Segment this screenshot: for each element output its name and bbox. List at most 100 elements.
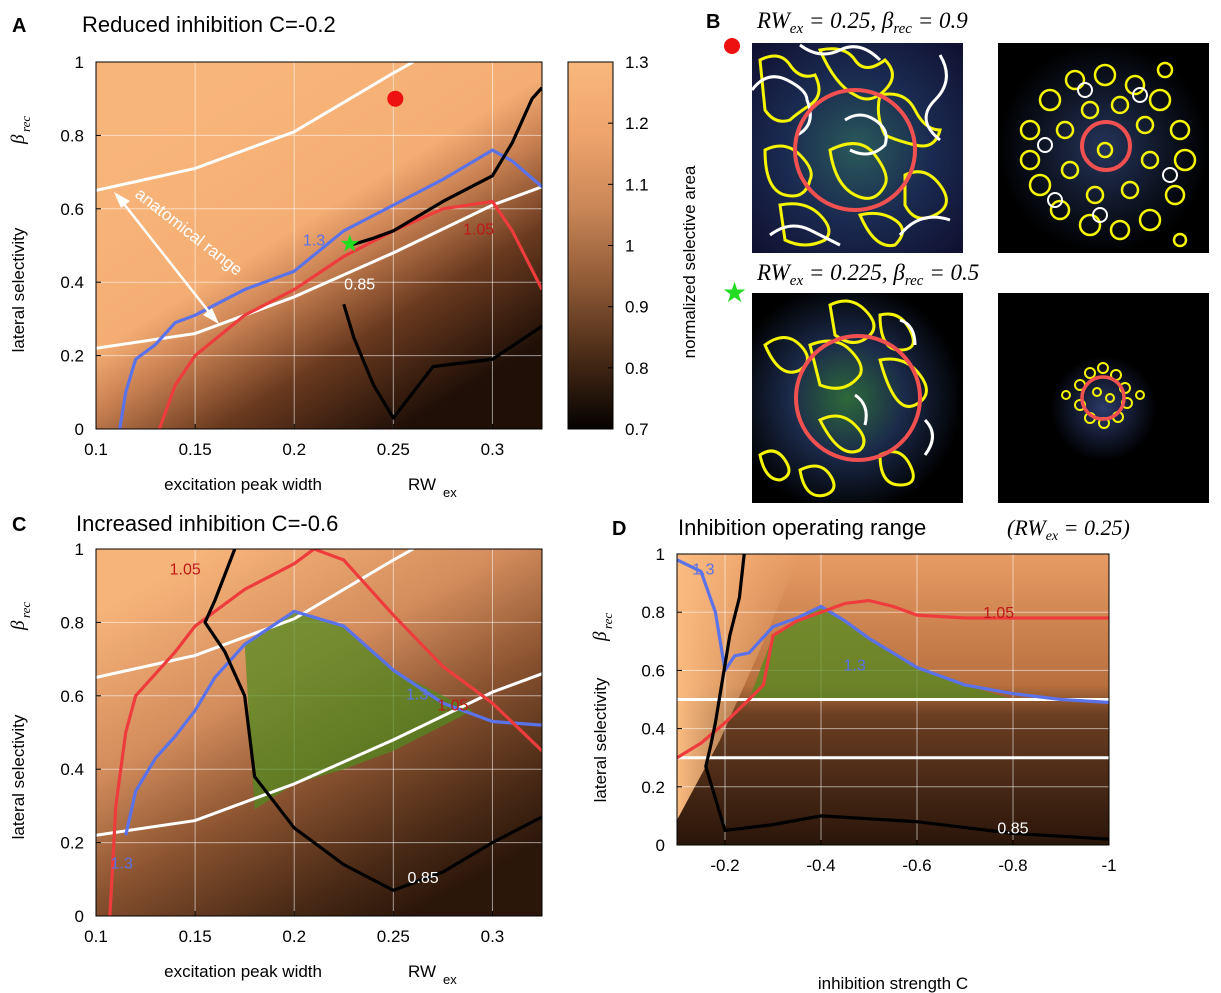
- y-tick-label: 0.8: [641, 603, 665, 622]
- x-tick-label: 0.15: [179, 440, 212, 459]
- panel-b-row1-label: RWex = 0.25, βrec = 0.9: [756, 8, 968, 37]
- contour-0_85-black: [704, 554, 1109, 841]
- contour-1_05-red: [677, 598, 1109, 760]
- y-tick-label: 0.8: [60, 126, 84, 145]
- panel-a-boundary-lines: [96, 62, 542, 350]
- boundary-line-2: [96, 549, 414, 679]
- panel-a-grid: [96, 62, 542, 429]
- y-tick-label: 0.2: [60, 347, 84, 366]
- panel-c-contours: [108, 549, 542, 916]
- x-tick-label: 0.2: [282, 927, 306, 946]
- operating-region-fill: [749, 606, 1013, 700]
- red-dot-marker: [724, 38, 740, 54]
- contour-label: 1.3: [111, 855, 133, 872]
- colorbar-tick-label: 0.7: [625, 420, 649, 439]
- x-tick-label: 0.25: [377, 440, 410, 459]
- contour-0_85-black: [203, 549, 542, 892]
- green-star-marker: ★: [339, 231, 361, 258]
- contour-label: 1.05: [437, 697, 468, 714]
- panel-c-frame: [95, 548, 543, 917]
- green-star-marker: ★: [722, 277, 747, 308]
- colorbar-tick-label: 1.2: [625, 114, 649, 133]
- panel-c-boundary-lines: [96, 549, 542, 837]
- x-tick-label: -0.6: [902, 856, 931, 875]
- contour-label: 1.3: [303, 233, 325, 250]
- y-tick-label: 0.2: [60, 834, 84, 853]
- y-tick-label: 1: [75, 540, 84, 559]
- panel-a-letter: A: [12, 15, 26, 37]
- panel-c-ysym: β: [8, 620, 29, 631]
- y-tick-label: 0: [656, 836, 665, 855]
- boundary-line-2: [96, 62, 414, 192]
- x-tick-label: -1: [1101, 856, 1116, 875]
- svg-text:RWex = 0.25, βrec = 0.9: RWex = 0.25, βrec = 0.9: [756, 8, 968, 37]
- panel-d-title: Inhibition operating range: [678, 515, 926, 540]
- y-tick-label: 1: [656, 545, 665, 564]
- panel-c-ysym-sub: rec: [18, 602, 33, 618]
- panel-d-letter: D: [612, 518, 626, 540]
- contour-1_05-red: [157, 199, 542, 429]
- panel-c: C Increased inhibition C=-0.6 1.051.051.…: [8, 511, 543, 987]
- panel-a-title: Reduced inhibition C=-0.2: [82, 12, 336, 37]
- panel-a-markers: ★: [339, 90, 404, 258]
- y-tick-label: 1: [75, 53, 84, 72]
- y-tick-label: 0: [75, 907, 84, 926]
- panel-b: B RWex = 0.25, βrec = 0.9: [706, 8, 1209, 503]
- panel-d-contour-labels: 1.3 1.3 1.05 0.85: [692, 561, 1028, 837]
- colorbar-tick-label: 1.1: [625, 175, 649, 194]
- panel-a-contours: [118, 86, 542, 429]
- contour-0_85-black: [349, 86, 542, 248]
- x-tick-label: 0.3: [481, 440, 505, 459]
- x-tick-label: 0.2: [282, 440, 306, 459]
- x-tick-label: -0.2: [710, 856, 739, 875]
- colorbar-tick-label: 0.8: [625, 359, 649, 378]
- panel-d-contours: [677, 554, 1109, 841]
- y-tick-label: 0.2: [641, 778, 665, 797]
- boundary-line-1: [96, 185, 542, 350]
- panel-c-ticks: 0.1 0.15 0.2 0.25 0.3 0 0.2 0.4 0.6 0.8 1: [60, 540, 504, 946]
- panel-a-ysym-sub: rec: [18, 116, 33, 132]
- y-tick-label: 0: [75, 420, 84, 439]
- y-tick-label: 0.6: [60, 687, 84, 706]
- x-tick-label: -0.4: [806, 856, 835, 875]
- colorbar-tick-label: 1: [625, 237, 634, 256]
- panel-c-operating-region: [244, 611, 473, 810]
- contour-label: 1.3: [406, 686, 428, 703]
- contour-label: 1.3: [692, 561, 714, 578]
- y-tick-label: 0.8: [60, 613, 84, 632]
- panel-d-frame: [676, 553, 1110, 846]
- contour-1_3-blue: [118, 148, 542, 429]
- panel-d-title-suffix: (RWex = 0.25): [1007, 515, 1130, 544]
- panel-d: D Inhibition operating range (RWex = 0.2…: [590, 515, 1130, 993]
- colorbar-gradient: [567, 61, 614, 430]
- panel-d-ysym: β: [590, 631, 611, 642]
- contour-label: 0.85: [407, 870, 438, 887]
- x-tick-label: 0.15: [179, 927, 212, 946]
- panel-a-xlabel: excitation peak width: [164, 475, 322, 494]
- x-tick-label: 0.1: [84, 927, 108, 946]
- red-dot-marker: [387, 90, 404, 107]
- y-tick-label: 0.6: [641, 661, 665, 680]
- panel-b-row2-label: RWex = 0.225, βrec = 0.5: [756, 260, 979, 289]
- contour-label: 1.3: [843, 657, 865, 674]
- panel-a-ylabel: lateral selectivity: [9, 227, 28, 352]
- contour-1_05-red: [108, 549, 542, 916]
- panel-c-title: Increased inhibition C=-0.6: [76, 511, 338, 536]
- svg-text:RWex = 0.225, βrec = 0.5: RWex = 0.225, βrec = 0.5: [756, 260, 979, 289]
- contour-label: 1.05: [170, 562, 201, 579]
- x-tick-label: 0.1: [84, 440, 108, 459]
- contour-1_3-blue: [677, 558, 1109, 705]
- contour-label: 0.85: [344, 277, 375, 294]
- panel-c-xlabel: excitation peak width: [164, 962, 322, 981]
- panel-d-xlabel: inhibition strength C: [818, 974, 968, 993]
- panel-c-ylabel: lateral selectivity: [9, 714, 28, 839]
- panel-a-contour-labels: 1.3 1.05 0.85: [303, 221, 494, 293]
- y-tick-label: 0.6: [60, 200, 84, 219]
- contour-label: 0.85: [997, 820, 1028, 837]
- x-tick-label: 0.25: [377, 927, 410, 946]
- panel-d-ticks: -0.2 -0.4 -0.6 -0.8 -1 0 0.2 0.4 0.6 0.8 1: [641, 545, 1116, 875]
- x-tick-label: -0.8: [998, 856, 1027, 875]
- panel-d-ylabel: lateral selectivity: [591, 677, 610, 802]
- colorbar-label: normalized selective area: [680, 165, 699, 358]
